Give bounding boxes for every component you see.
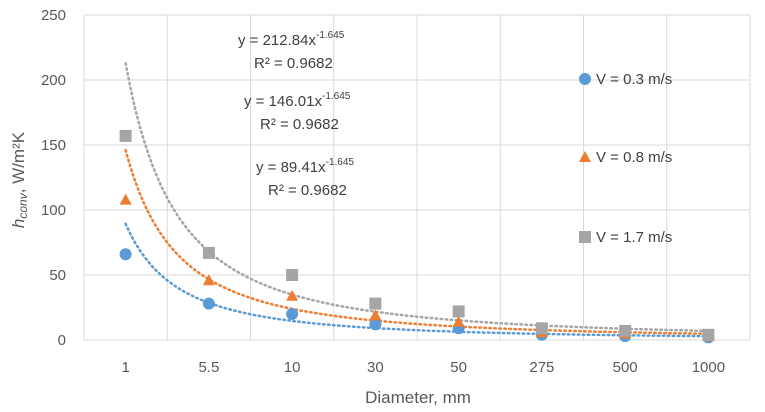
x-tick-label: 1: [121, 359, 129, 376]
data-point-series-1: [286, 308, 299, 320]
trendline-series-1: [124, 222, 710, 338]
y-tick-label: 150: [41, 137, 66, 154]
data-point-series-2: [286, 289, 299, 301]
x-tick-label: 30: [367, 359, 384, 376]
x-axis-title: Diameter, mm: [365, 388, 471, 407]
legend-item-series-3: V = 1.7 m/s: [579, 229, 672, 246]
y-axis-title-rest: , W/m²K: [9, 131, 28, 193]
data-point-series-2: [452, 315, 465, 327]
data-point-series-1: [119, 248, 132, 261]
x-tick-label: 50: [450, 359, 467, 376]
x-tick-label: 5.5: [198, 359, 219, 376]
trend-equation-series-3: y = 212.84x-1.645 R² = 0.9682: [238, 30, 345, 72]
x-axis-ticks: 1 5.5 10 30 50 275 500 1000: [121, 359, 725, 376]
data-point-series-3: [702, 328, 715, 341]
y-axis-title-sub: conv: [16, 192, 30, 218]
data-point-series-1: [369, 318, 382, 331]
trendline-series-3: [124, 62, 710, 333]
data-point-series-3: [119, 129, 132, 142]
legend-marker-triangle: [579, 151, 591, 162]
legend-marker-circle: [579, 73, 591, 85]
y-tick-label: 250: [41, 7, 66, 24]
trend-equation-text: y = 146.01x-1.645: [244, 91, 351, 110]
gridlines: [83, 14, 751, 341]
y-tick-label: 50: [49, 267, 66, 284]
data-point-series-2: [119, 193, 132, 205]
data-point-series-3: [535, 322, 548, 335]
x-tick-label: 1000: [692, 359, 725, 376]
trend-r2-text: R² = 0.9682: [254, 55, 333, 72]
data-point-series-3: [369, 297, 382, 310]
trend-r2-text: R² = 0.9682: [268, 182, 347, 199]
legend-label: V = 0.8 m/s: [596, 149, 672, 166]
x-tick-label: 500: [613, 359, 638, 376]
trend-equation-series-2: y = 146.01x-1.645 R² = 0.9682: [244, 91, 351, 133]
trend-r2-text: R² = 0.9682: [260, 116, 339, 133]
y-axis-title-main: h: [9, 219, 28, 228]
y-axis-title: hconv, W/m²K: [9, 131, 30, 228]
legend-item-series-1: V = 0.3 m/s: [579, 71, 672, 88]
y-axis-ticks: 0 50 100 150 200 250: [41, 7, 66, 349]
data-point-series-3: [286, 269, 299, 281]
trend-equation-series-1: y = 89.41x-1.645 R² = 0.9682: [256, 157, 354, 199]
y-tick-label: 100: [41, 202, 66, 219]
trendlines: [124, 62, 710, 338]
legend-label: V = 1.7 m/s: [596, 229, 672, 246]
legend-item-series-2: V = 0.8 m/s: [579, 149, 672, 166]
data-markers: [119, 129, 715, 344]
legend: V = 0.3 m/s V = 0.8 m/s V = 1.7 m/s: [579, 71, 672, 246]
y-tick-label: 0: [58, 332, 66, 349]
trend-equation-text: y = 89.41x-1.645: [256, 157, 354, 176]
trendline-series-2: [124, 148, 710, 336]
x-tick-label: 275: [529, 359, 554, 376]
data-point-series-2: [369, 309, 382, 321]
data-point-series-1: [202, 297, 215, 310]
data-point-series-3: [619, 324, 632, 337]
data-point-series-3: [202, 246, 215, 259]
data-point-series-2: [202, 274, 215, 286]
data-point-series-3: [452, 305, 465, 318]
legend-marker-square: [579, 231, 591, 243]
trend-equation-text: y = 212.84x-1.645: [238, 30, 345, 49]
legend-label: V = 0.3 m/s: [596, 71, 672, 88]
y-tick-label: 200: [41, 72, 66, 89]
x-tick-label: 10: [284, 359, 301, 376]
